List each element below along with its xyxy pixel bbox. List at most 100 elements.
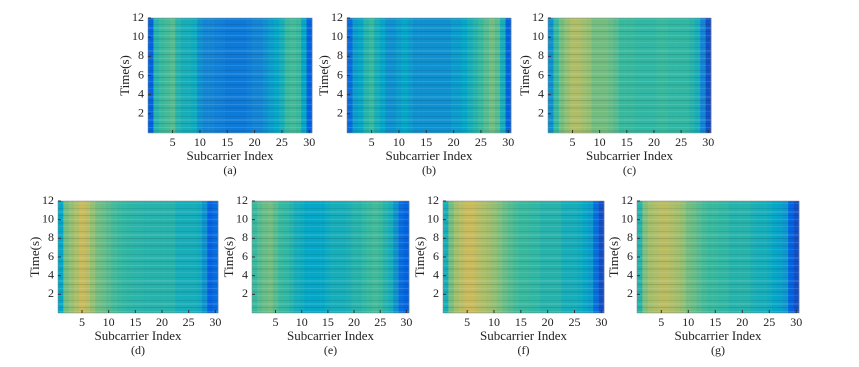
x-tick-label: 25 bbox=[568, 315, 580, 329]
texture bbox=[347, 18, 511, 133]
x-tick-label: 25 bbox=[475, 135, 487, 149]
x-tick-label: 5 bbox=[658, 315, 664, 329]
y-tick-label: 4 bbox=[242, 267, 248, 281]
x-tick-label: 5 bbox=[369, 135, 375, 149]
caption: (d) bbox=[131, 343, 145, 357]
y-tick-label: 10 bbox=[621, 211, 633, 225]
caption: (b) bbox=[422, 163, 436, 177]
y-tick-label: 12 bbox=[532, 10, 544, 24]
y-tick-label: 6 bbox=[138, 67, 144, 81]
y-axis-label: Time(s) bbox=[117, 55, 132, 96]
x-tick-label: 5 bbox=[273, 315, 279, 329]
x-tick-label: 15 bbox=[515, 315, 527, 329]
y-tick-label: 10 bbox=[532, 29, 544, 43]
texture bbox=[148, 18, 312, 133]
y-tick-label: 10 bbox=[42, 211, 54, 225]
y-tick-label: 4 bbox=[627, 267, 633, 281]
y-tick-label: 6 bbox=[538, 67, 544, 81]
x-tick-label: 5 bbox=[79, 315, 85, 329]
y-axis-label: Time(s) bbox=[517, 55, 532, 96]
x-tick-label: 10 bbox=[194, 135, 206, 149]
x-tick-label: 25 bbox=[183, 315, 195, 329]
y-tick-label: 12 bbox=[42, 193, 54, 207]
x-tick-label: 30 bbox=[702, 135, 714, 149]
texture bbox=[58, 201, 218, 313]
y-tick-label: 4 bbox=[138, 86, 144, 100]
x-tick-label: 20 bbox=[348, 315, 360, 329]
y-axis-label: Time(s) bbox=[27, 237, 42, 278]
x-tick-label: 15 bbox=[709, 315, 721, 329]
x-tick-label: 15 bbox=[621, 135, 633, 149]
y-tick-label: 12 bbox=[331, 10, 343, 24]
texture bbox=[548, 18, 711, 133]
x-axis-label: Subcarrier Index bbox=[586, 148, 673, 163]
x-tick-label: 10 bbox=[393, 135, 405, 149]
y-tick-label: 6 bbox=[433, 249, 439, 263]
x-axis-label: Subcarrier Index bbox=[480, 328, 567, 343]
y-tick-label: 8 bbox=[337, 48, 343, 62]
y-tick-label: 2 bbox=[48, 286, 54, 300]
x-tick-label: 10 bbox=[682, 315, 694, 329]
texture bbox=[443, 201, 604, 313]
y-tick-label: 2 bbox=[627, 286, 633, 300]
y-tick-label: 8 bbox=[627, 230, 633, 244]
x-tick-label: 30 bbox=[209, 315, 221, 329]
x-tick-label: 25 bbox=[374, 315, 386, 329]
x-axis-label: Subcarrier Index bbox=[187, 148, 274, 163]
x-axis-label: Subcarrier Index bbox=[675, 328, 762, 343]
y-tick-label: 10 bbox=[427, 211, 439, 225]
x-tick-label: 20 bbox=[156, 315, 168, 329]
y-tick-label: 4 bbox=[337, 86, 343, 100]
x-tick-label: 10 bbox=[594, 135, 606, 149]
x-tick-label: 30 bbox=[595, 315, 607, 329]
y-tick-label: 8 bbox=[433, 230, 439, 244]
x-tick-label: 15 bbox=[221, 135, 233, 149]
x-tick-label: 15 bbox=[129, 315, 141, 329]
x-tick-label: 25 bbox=[763, 315, 775, 329]
x-tick-label: 30 bbox=[400, 315, 412, 329]
y-axis-label: Time(s) bbox=[316, 55, 331, 96]
y-tick-label: 12 bbox=[132, 10, 144, 24]
x-tick-label: 20 bbox=[448, 135, 460, 149]
x-tick-label: 5 bbox=[170, 135, 176, 149]
y-tick-label: 2 bbox=[433, 286, 439, 300]
x-tick-label: 20 bbox=[542, 315, 554, 329]
y-tick-label: 2 bbox=[138, 106, 144, 120]
x-tick-label: 20 bbox=[249, 135, 261, 149]
y-tick-label: 2 bbox=[242, 286, 248, 300]
texture bbox=[637, 201, 799, 313]
caption: (c) bbox=[623, 163, 636, 177]
caption: (e) bbox=[324, 343, 337, 357]
y-tick-label: 8 bbox=[538, 48, 544, 62]
y-axis-label: Time(s) bbox=[221, 237, 236, 278]
y-tick-label: 8 bbox=[242, 230, 248, 244]
x-tick-label: 10 bbox=[103, 315, 115, 329]
x-tick-label: 5 bbox=[569, 135, 575, 149]
x-tick-label: 25 bbox=[675, 135, 687, 149]
caption: (f) bbox=[518, 343, 530, 357]
y-tick-label: 10 bbox=[236, 211, 248, 225]
y-tick-label: 4 bbox=[538, 86, 544, 100]
x-tick-label: 5 bbox=[464, 315, 470, 329]
x-axis-label: Subcarrier Index bbox=[287, 328, 374, 343]
y-tick-label: 2 bbox=[538, 106, 544, 120]
x-tick-label: 30 bbox=[303, 135, 315, 149]
y-tick-label: 6 bbox=[48, 249, 54, 263]
texture bbox=[252, 201, 409, 313]
y-tick-label: 10 bbox=[331, 29, 343, 43]
y-tick-label: 10 bbox=[132, 29, 144, 43]
y-tick-label: 8 bbox=[138, 48, 144, 62]
y-axis-label: Time(s) bbox=[606, 237, 621, 278]
x-tick-label: 10 bbox=[488, 315, 500, 329]
y-tick-label: 12 bbox=[236, 193, 248, 207]
y-axis-label: Time(s) bbox=[412, 237, 427, 278]
caption: (a) bbox=[223, 163, 236, 177]
x-tick-label: 15 bbox=[322, 315, 334, 329]
y-tick-label: 6 bbox=[627, 249, 633, 263]
x-tick-label: 30 bbox=[790, 315, 802, 329]
x-tick-label: 25 bbox=[276, 135, 288, 149]
y-tick-label: 6 bbox=[337, 67, 343, 81]
x-tick-label: 20 bbox=[648, 135, 660, 149]
caption: (g) bbox=[711, 343, 725, 357]
x-tick-label: 15 bbox=[420, 135, 432, 149]
